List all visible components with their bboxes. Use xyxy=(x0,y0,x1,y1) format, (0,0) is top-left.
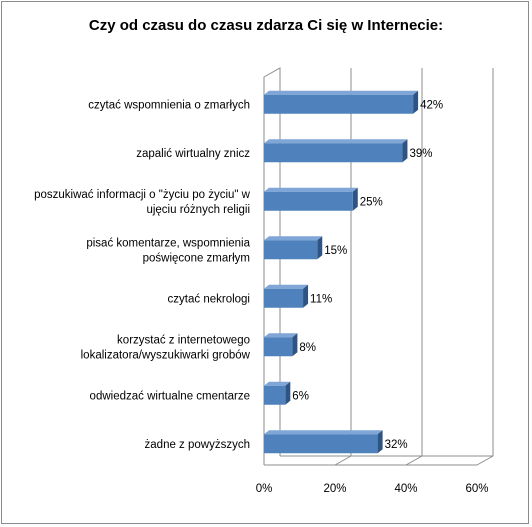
bar-side xyxy=(377,430,383,454)
category-label: poszukiwać informacji o "życiu po życiu"… xyxy=(34,189,251,201)
data-label: 8% xyxy=(299,342,316,354)
gridline xyxy=(405,68,423,466)
category-label: lokalizatora/wyszukiwarki grobów xyxy=(81,349,251,361)
bar-front xyxy=(264,191,353,211)
gridlines: 0% 20% 40% 60% xyxy=(256,68,494,495)
gridline xyxy=(476,68,494,466)
bar-top xyxy=(264,139,408,144)
bar-top xyxy=(264,381,291,386)
bar-side xyxy=(413,90,419,114)
data-label: 32% xyxy=(385,439,408,451)
chart-title: Czy od czasu do czasu zdarza Ci się w In… xyxy=(88,17,444,34)
category-label: korzystać z internetowego xyxy=(117,334,250,346)
bar-side xyxy=(402,139,408,163)
bar xyxy=(264,430,383,454)
bar-top xyxy=(264,430,383,435)
data-label: 6% xyxy=(292,390,309,402)
bar-top xyxy=(264,236,323,241)
data-label: 39% xyxy=(409,148,432,160)
bar-side xyxy=(352,187,358,211)
category-label: czytać wspomnienia o zmarłych xyxy=(88,99,250,111)
bar xyxy=(264,236,323,260)
bar xyxy=(264,139,408,163)
data-label: 15% xyxy=(324,245,347,257)
bar-top xyxy=(264,284,309,289)
bar-side xyxy=(285,381,291,405)
bar xyxy=(264,284,309,308)
category-label: ujęciu różnych religii xyxy=(146,204,250,216)
category-label: zapalić wirtualny znicz xyxy=(136,148,250,160)
gridline xyxy=(334,68,352,466)
bar-front xyxy=(264,240,318,260)
bar-top xyxy=(264,187,358,192)
bar-front xyxy=(264,94,414,114)
bar-front xyxy=(264,337,293,357)
bar-front xyxy=(264,385,286,405)
category-label: żadne z powyższych xyxy=(145,439,250,451)
bar xyxy=(264,187,358,211)
plot-walls xyxy=(263,67,493,466)
category-label: czytać nekrologi xyxy=(168,293,250,305)
x-tick-label: 0% xyxy=(256,483,273,495)
bar xyxy=(264,381,291,405)
data-label: 11% xyxy=(310,293,332,305)
bar-front xyxy=(264,288,304,308)
bar-side xyxy=(292,333,298,357)
left-wall xyxy=(263,67,281,465)
bar xyxy=(264,90,419,114)
bar-top xyxy=(264,90,419,95)
x-tick-label: 60% xyxy=(465,483,488,495)
x-tick-label: 40% xyxy=(394,483,417,495)
bar-front xyxy=(264,143,403,163)
bars: 42% czytać wspomnienia o zmarłych 39% zapal… xyxy=(34,90,443,454)
data-label: 42% xyxy=(420,99,443,111)
category-label: poświęcone zmarłym xyxy=(143,252,250,264)
x-tick-label: 20% xyxy=(323,483,346,495)
bar-side xyxy=(317,236,323,260)
category-label: odwiedzać wirtualne cmentarze xyxy=(90,390,250,402)
category-label: pisać komentarze, wspomnienia xyxy=(86,237,250,249)
bar xyxy=(264,333,298,357)
data-label: 25% xyxy=(360,196,383,208)
bar-side xyxy=(303,284,309,308)
bar-front xyxy=(264,434,378,454)
bar-top xyxy=(264,333,298,338)
